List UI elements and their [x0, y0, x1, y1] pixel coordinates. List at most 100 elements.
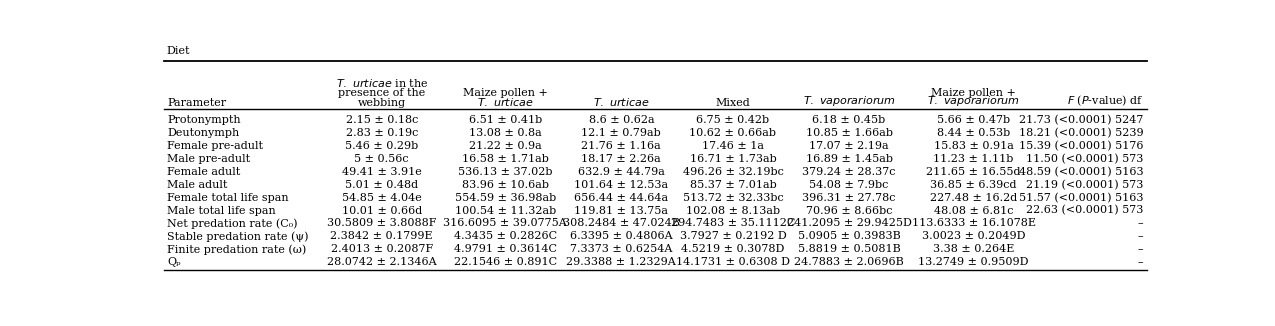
Text: Deutonymph: Deutonymph	[167, 128, 240, 138]
Text: 29.3388 ± 1.2329A: 29.3388 ± 1.2329A	[566, 257, 676, 267]
Text: 308.2484 ± 47.024B: 308.2484 ± 47.024B	[562, 218, 680, 229]
Text: 11.50 (<0.0001) 573: 11.50 (<0.0001) 573	[1026, 154, 1144, 164]
Text: –: –	[1137, 257, 1144, 267]
Text: 15.83 ± 0.91a: 15.83 ± 0.91a	[933, 141, 1014, 151]
Text: Female adult: Female adult	[167, 167, 241, 177]
Text: 16.89 ± 1.45ab: 16.89 ± 1.45ab	[806, 154, 892, 164]
Text: Male adult: Male adult	[167, 180, 228, 190]
Text: $\it{T.\ vaporariorum}$: $\it{T.\ vaporariorum}$	[927, 94, 1020, 108]
Text: 100.54 ± 11.32ab: 100.54 ± 11.32ab	[455, 205, 556, 215]
Text: 632.9 ± 44.79a: 632.9 ± 44.79a	[578, 167, 664, 177]
Text: 17.46 ± 1a: 17.46 ± 1a	[703, 141, 764, 151]
Text: 21.76 ± 1.16a: 21.76 ± 1.16a	[581, 141, 662, 151]
Text: 85.37 ± 7.01ab: 85.37 ± 7.01ab	[690, 180, 776, 190]
Text: 496.26 ± 32.19bc: 496.26 ± 32.19bc	[682, 167, 783, 177]
Text: 6.3395 ± 0.4806A: 6.3395 ± 0.4806A	[570, 231, 673, 241]
Text: 2.15 ± 0.18c: 2.15 ± 0.18c	[346, 115, 418, 125]
Text: 101.64 ± 12.53a: 101.64 ± 12.53a	[574, 180, 668, 190]
Text: Female total life span: Female total life span	[167, 193, 289, 203]
Text: 379.24 ± 28.37c: 379.24 ± 28.37c	[802, 167, 896, 177]
Text: 6.75 ± 0.42b: 6.75 ± 0.42b	[696, 115, 770, 125]
Text: 17.07 ± 2.19a: 17.07 ± 2.19a	[810, 141, 889, 151]
Text: Maize pollen +: Maize pollen +	[463, 88, 548, 98]
Text: Stable predation rate (ψ): Stable predation rate (ψ)	[167, 231, 309, 242]
Text: 2.83 ± 0.19c: 2.83 ± 0.19c	[346, 128, 418, 138]
Text: Maize pollen +: Maize pollen +	[931, 88, 1016, 98]
Text: presence of the: presence of the	[338, 88, 426, 98]
Text: 294.7483 ± 35.1112C: 294.7483 ± 35.1112C	[671, 218, 796, 229]
Text: 4.9791 ± 0.3614C: 4.9791 ± 0.3614C	[454, 244, 557, 254]
Text: 22.63 (<0.0001) 573: 22.63 (<0.0001) 573	[1026, 205, 1144, 216]
Text: 21.73 (<0.0001) 5247: 21.73 (<0.0001) 5247	[1019, 115, 1144, 126]
Text: Qₚ: Qₚ	[167, 257, 181, 267]
Text: $\it{T.\ urticae}$: $\it{T.\ urticae}$	[593, 96, 649, 108]
Text: 4.3435 ± 0.2826C: 4.3435 ± 0.2826C	[454, 231, 557, 241]
Text: 16.71 ± 1.73ab: 16.71 ± 1.73ab	[690, 154, 776, 164]
Text: 2.4013 ± 0.2087F: 2.4013 ± 0.2087F	[330, 244, 432, 254]
Text: Mixed: Mixed	[715, 98, 751, 108]
Text: 6.51 ± 0.41b: 6.51 ± 0.41b	[469, 115, 542, 125]
Text: Male pre-adult: Male pre-adult	[167, 154, 250, 164]
Text: $\it{F}$ ($\it{P}$-value) df: $\it{F}$ ($\it{P}$-value) df	[1067, 93, 1144, 108]
Text: 16.58 ± 1.71ab: 16.58 ± 1.71ab	[462, 154, 548, 164]
Text: 48.59 (<0.0001) 5163: 48.59 (<0.0001) 5163	[1019, 167, 1144, 177]
Text: $\it{T.\ vaporariorum}$: $\it{T.\ vaporariorum}$	[803, 94, 895, 108]
Text: Male total life span: Male total life span	[167, 205, 275, 215]
Text: 241.2095 ± 29.9425D: 241.2095 ± 29.9425D	[787, 218, 912, 229]
Text: 70.96 ± 8.66bc: 70.96 ± 8.66bc	[806, 205, 892, 215]
Text: 113.6333 ± 16.1078E: 113.6333 ± 16.1078E	[912, 218, 1035, 229]
Text: 14.1731 ± 0.6308 D: 14.1731 ± 0.6308 D	[676, 257, 790, 267]
Text: 11.23 ± 1.11b: 11.23 ± 1.11b	[933, 154, 1014, 164]
Text: 10.01 ± 0.66d: 10.01 ± 0.66d	[342, 205, 422, 215]
Text: Protonympth: Protonympth	[167, 115, 241, 125]
Text: 18.21 (<0.0001) 5239: 18.21 (<0.0001) 5239	[1019, 128, 1144, 138]
Text: –: –	[1137, 244, 1144, 254]
Text: 3.38 ± 0.264E: 3.38 ± 0.264E	[933, 244, 1015, 254]
Text: 28.0742 ± 2.1346A: 28.0742 ± 2.1346A	[326, 257, 436, 267]
Text: 10.85 ± 1.66ab: 10.85 ± 1.66ab	[806, 128, 892, 138]
Text: $\it{T.\ urticae}$: $\it{T.\ urticae}$	[477, 96, 533, 108]
Text: 15.39 (<0.0001) 5176: 15.39 (<0.0001) 5176	[1019, 141, 1144, 151]
Text: 83.96 ± 10.6ab: 83.96 ± 10.6ab	[462, 180, 548, 190]
Text: 49.41 ± 3.91e: 49.41 ± 3.91e	[342, 167, 422, 177]
Text: 5.8819 ± 0.5081B: 5.8819 ± 0.5081B	[798, 244, 900, 254]
Text: Diet: Diet	[166, 46, 190, 56]
Text: 8.6 ± 0.62a: 8.6 ± 0.62a	[589, 115, 654, 125]
Text: 18.17 ± 2.26a: 18.17 ± 2.26a	[581, 154, 662, 164]
Text: 2.3842 ± 0.1799E: 2.3842 ± 0.1799E	[330, 231, 434, 241]
Text: Net predation rate (C₀): Net predation rate (C₀)	[167, 218, 298, 229]
Text: 48.08 ± 6.81c: 48.08 ± 6.81c	[933, 205, 1014, 215]
Text: 7.3373 ± 0.6254A: 7.3373 ± 0.6254A	[570, 244, 672, 254]
Text: 36.85 ± 6.39cd: 36.85 ± 6.39cd	[931, 180, 1017, 190]
Text: 24.7883 ± 2.0696B: 24.7883 ± 2.0696B	[794, 257, 904, 267]
Text: 102.08 ± 8.13ab: 102.08 ± 8.13ab	[686, 205, 780, 215]
Text: 554.59 ± 36.98ab: 554.59 ± 36.98ab	[455, 193, 556, 203]
Text: 12.1 ± 0.79ab: 12.1 ± 0.79ab	[581, 128, 662, 138]
Text: 54.85 ± 4.04e: 54.85 ± 4.04e	[342, 193, 422, 203]
Text: 54.08 ± 7.9bc: 54.08 ± 7.9bc	[810, 180, 889, 190]
Text: $\it{T.\ urticae}$ in the: $\it{T.\ urticae}$ in the	[335, 77, 428, 89]
Text: 30.5809 ± 3.8088F: 30.5809 ± 3.8088F	[326, 218, 436, 229]
Text: 396.31 ± 27.78c: 396.31 ± 27.78c	[802, 193, 896, 203]
Text: 3.0023 ± 0.2049D: 3.0023 ± 0.2049D	[922, 231, 1025, 241]
Text: 5.01 ± 0.48d: 5.01 ± 0.48d	[346, 180, 418, 190]
Text: 10.62 ± 0.66ab: 10.62 ± 0.66ab	[690, 128, 776, 138]
Text: 5.66 ± 0.47b: 5.66 ± 0.47b	[937, 115, 1010, 125]
Text: 5 ± 0.56c: 5 ± 0.56c	[354, 154, 409, 164]
Text: 513.72 ± 32.33bc: 513.72 ± 32.33bc	[682, 193, 783, 203]
Text: 8.44 ± 0.53b: 8.44 ± 0.53b	[937, 128, 1010, 138]
Text: Parameter: Parameter	[167, 98, 227, 108]
Text: 211.65 ± 16.55d: 211.65 ± 16.55d	[927, 167, 1021, 177]
Text: 3.7927 ± 0.2192 D: 3.7927 ± 0.2192 D	[680, 231, 787, 241]
Text: 4.5219 ± 0.3078D: 4.5219 ± 0.3078D	[681, 244, 784, 254]
Text: 21.19 (<0.0001) 573: 21.19 (<0.0001) 573	[1026, 180, 1144, 190]
Text: 536.13 ± 37.02b: 536.13 ± 37.02b	[458, 167, 552, 177]
Text: Finite predation rate (ω): Finite predation rate (ω)	[167, 244, 306, 255]
Text: 316.6095 ± 39.0775A: 316.6095 ± 39.0775A	[444, 218, 567, 229]
Text: 51.57 (<0.0001) 5163: 51.57 (<0.0001) 5163	[1019, 192, 1144, 203]
Text: Female pre-adult: Female pre-adult	[167, 141, 263, 151]
Text: 656.44 ± 44.64a: 656.44 ± 44.64a	[574, 193, 668, 203]
Text: –: –	[1137, 231, 1144, 241]
Text: –: –	[1137, 218, 1144, 229]
Text: 119.81 ± 13.75a: 119.81 ± 13.75a	[574, 205, 668, 215]
